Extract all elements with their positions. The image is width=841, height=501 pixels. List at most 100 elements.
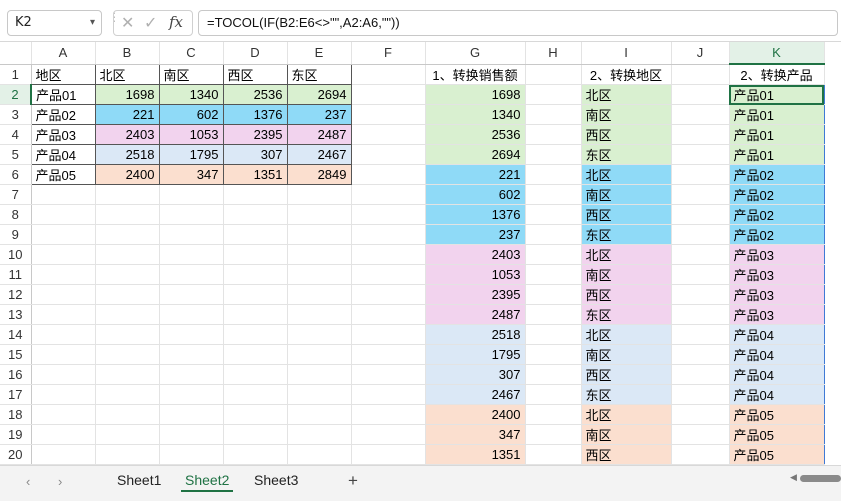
cell-a6[interactable]: 产品05: [30, 164, 96, 185]
cell-b9[interactable]: [95, 224, 160, 245]
cell-b6[interactable]: 2400: [94, 164, 160, 185]
cell-k10[interactable]: 产品03: [728, 244, 825, 265]
cell-h17[interactable]: [525, 384, 582, 405]
cell-k18[interactable]: 产品05: [728, 404, 825, 425]
row-header[interactable]: 6: [0, 164, 32, 185]
cell-g7[interactable]: 602: [425, 184, 526, 205]
cell-k12[interactable]: 产品03: [728, 284, 825, 305]
cancel-icon[interactable]: ✕: [121, 13, 135, 32]
cell-d5[interactable]: 307: [222, 144, 288, 165]
cell-f10[interactable]: [351, 244, 426, 265]
cell-i17[interactable]: 东区: [581, 384, 672, 405]
cell-i10[interactable]: 北区: [581, 244, 672, 265]
cell-b4[interactable]: 2403: [94, 124, 160, 145]
cell-j7[interactable]: [671, 184, 730, 205]
cell-c6[interactable]: 347: [158, 164, 224, 185]
select-all-corner[interactable]: [0, 42, 32, 65]
cell-d13[interactable]: [223, 304, 288, 325]
cell-b14[interactable]: [95, 324, 160, 345]
cell-d20[interactable]: [223, 444, 288, 465]
cell-h6[interactable]: [525, 164, 582, 185]
row-header[interactable]: 17: [0, 384, 32, 405]
cell-f16[interactable]: [351, 364, 426, 385]
cell-c1[interactable]: 南区: [158, 63, 224, 85]
row-header[interactable]: 11: [0, 264, 32, 285]
cell-d6[interactable]: 1351: [222, 164, 288, 185]
cell-h7[interactable]: [525, 184, 582, 205]
cell-c10[interactable]: [159, 244, 224, 265]
cell-c8[interactable]: [159, 204, 224, 225]
cell-a9[interactable]: [31, 224, 96, 245]
cell-d10[interactable]: [223, 244, 288, 265]
row-header[interactable]: 3: [0, 104, 32, 125]
cell-j13[interactable]: [671, 304, 730, 325]
cell-d4[interactable]: 2395: [222, 124, 288, 145]
cell-e8[interactable]: [287, 204, 352, 225]
cell-a18[interactable]: [31, 404, 96, 425]
cell-k7[interactable]: 产品02: [728, 184, 825, 205]
cell-d3[interactable]: 1376: [222, 104, 288, 125]
cell-f6[interactable]: [351, 164, 426, 185]
cell-d16[interactable]: [223, 364, 288, 385]
cell-k13[interactable]: 产品03: [728, 304, 825, 325]
cell-b8[interactable]: [95, 204, 160, 225]
insert-function-icon[interactable]: fx: [169, 13, 184, 31]
cell-j4[interactable]: [671, 124, 730, 145]
cell-e20[interactable]: [287, 444, 352, 465]
cell-h12[interactable]: [525, 284, 582, 305]
cell-b3[interactable]: 221: [94, 104, 160, 125]
column-header-f[interactable]: F: [351, 42, 426, 65]
cell-i13[interactable]: 东区: [581, 304, 672, 325]
cell-c16[interactable]: [159, 364, 224, 385]
cell-j3[interactable]: [671, 104, 730, 125]
cell-d14[interactable]: [223, 324, 288, 345]
cell-f8[interactable]: [351, 204, 426, 225]
cell-k19[interactable]: 产品05: [728, 424, 825, 445]
cell-a2[interactable]: 产品01: [30, 84, 96, 105]
cell-d15[interactable]: [223, 344, 288, 365]
cell-a7[interactable]: [31, 184, 96, 205]
cell-f17[interactable]: [351, 384, 426, 405]
column-header-d[interactable]: D: [223, 42, 288, 65]
cell-k8[interactable]: 产品02: [728, 204, 825, 225]
cell-k17[interactable]: 产品04: [728, 384, 825, 405]
cell-i2[interactable]: 北区: [581, 84, 672, 105]
cell-b17[interactable]: [95, 384, 160, 405]
cell-a4[interactable]: 产品03: [30, 124, 96, 145]
cell-c4[interactable]: 1053: [158, 124, 224, 145]
cell-i15[interactable]: 南区: [581, 344, 672, 365]
cell-a3[interactable]: 产品02: [30, 104, 96, 125]
scroll-left-arrow-icon[interactable]: ‹: [26, 474, 31, 489]
cell-e4[interactable]: 2487: [286, 124, 352, 145]
cell-i11[interactable]: 南区: [581, 264, 672, 285]
scroll-left-triangle-icon[interactable]: ◀: [790, 472, 797, 482]
cell-b12[interactable]: [95, 284, 160, 305]
cell-f9[interactable]: [351, 224, 426, 245]
row-header[interactable]: 12: [0, 284, 32, 305]
cell-h2[interactable]: [525, 84, 582, 105]
cell-j12[interactable]: [671, 284, 730, 305]
cell-c2[interactable]: 1340: [158, 84, 224, 105]
cell-c5[interactable]: 1795: [158, 144, 224, 165]
cell-c7[interactable]: [159, 184, 224, 205]
cell-f4[interactable]: [351, 124, 426, 145]
cell-h11[interactable]: [525, 264, 582, 285]
row-header[interactable]: 13: [0, 304, 32, 325]
cell-k16[interactable]: 产品04: [728, 364, 825, 385]
cell-g17[interactable]: 2467: [425, 384, 526, 405]
cell-i12[interactable]: 西区: [581, 284, 672, 305]
row-header[interactable]: 1: [0, 64, 32, 85]
cell-g5[interactable]: 2694: [425, 144, 526, 165]
cell-j10[interactable]: [671, 244, 730, 265]
column-header-j[interactable]: J: [671, 42, 730, 65]
cell-k2[interactable]: 产品01: [728, 84, 825, 105]
cell-c15[interactable]: [159, 344, 224, 365]
cell-k14[interactable]: 产品04: [728, 324, 825, 345]
cell-c17[interactable]: [159, 384, 224, 405]
cell-k20[interactable]: 产品05: [728, 444, 825, 465]
cell-h13[interactable]: [525, 304, 582, 325]
cell-h20[interactable]: [525, 444, 582, 465]
tab-sheet2[interactable]: Sheet2: [181, 472, 234, 492]
scrollbar-thumb[interactable]: [800, 475, 841, 482]
cell-g12[interactable]: 2395: [425, 284, 526, 305]
